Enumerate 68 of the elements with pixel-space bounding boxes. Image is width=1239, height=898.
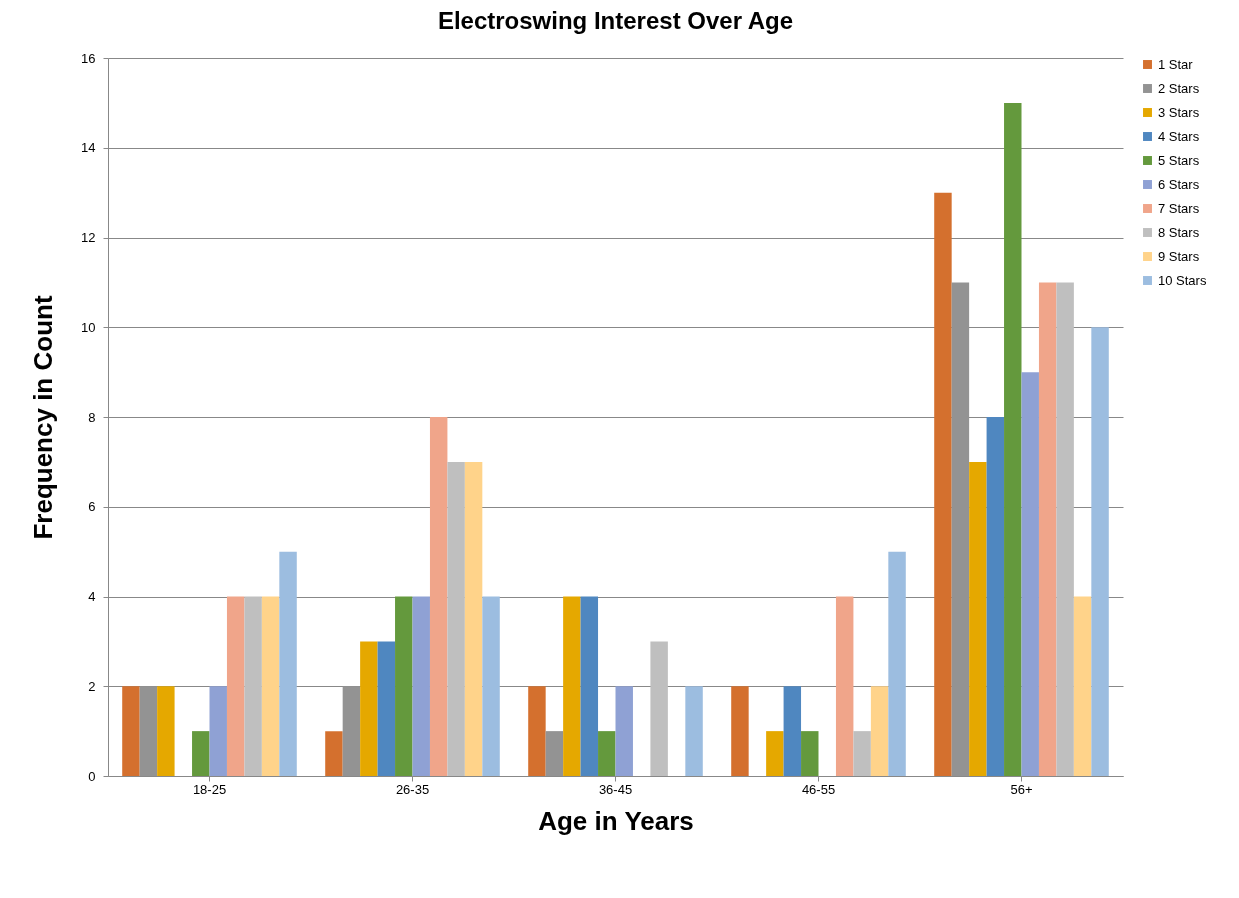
legend-label: 9 Stars: [1158, 248, 1200, 264]
bar: [447, 461, 465, 776]
legend-label: 2 Stars: [1158, 80, 1200, 96]
bar: [969, 461, 987, 776]
legend-label: 4 Stars: [1158, 128, 1200, 144]
y-tick-label: 0: [88, 768, 96, 784]
legend-label: 7 Stars: [1158, 200, 1200, 216]
bar: [1073, 596, 1092, 776]
bar: [360, 641, 378, 776]
bar: [192, 731, 210, 776]
legend-label: 5 Stars: [1158, 152, 1200, 168]
bar: [580, 596, 599, 776]
bar: [563, 596, 581, 776]
bar: [615, 686, 633, 776]
bar: [122, 686, 140, 776]
bar: [870, 686, 889, 776]
bar: [412, 596, 430, 776]
x-axis-title: Age in Years: [538, 805, 694, 836]
bar: [395, 596, 413, 776]
x-tick-label: 56+: [1010, 781, 1033, 797]
bar: [377, 641, 396, 776]
bar: [934, 192, 952, 776]
bar: [226, 596, 245, 776]
legend-label: 10 Stars: [1158, 272, 1207, 288]
bar: [1004, 102, 1022, 776]
bar: [650, 641, 668, 776]
bar: [685, 686, 703, 776]
y-tick-label: 12: [81, 230, 96, 245]
legend-label: 3 Stars: [1158, 104, 1200, 120]
y-axis-title: Frequency in Count: [28, 295, 59, 540]
chart-title: Electroswing Interest Over Age: [437, 7, 794, 34]
y-tick-label: 2: [88, 678, 96, 694]
bar: [783, 686, 802, 776]
x-tick-label: 46-55: [801, 781, 836, 797]
bar: [731, 686, 749, 776]
y-tick-label: 8: [88, 409, 96, 425]
bar: [209, 686, 227, 776]
legend-label: 6 Stars: [1158, 176, 1200, 192]
bar: [853, 731, 871, 776]
bar: [1056, 282, 1074, 776]
bar: [1091, 327, 1109, 776]
bar: [598, 731, 616, 776]
legend-label: 8 Stars: [1158, 224, 1200, 240]
bar: [766, 731, 784, 776]
x-tick-label: 36-45: [598, 781, 633, 797]
bar: [464, 461, 483, 776]
bar: [801, 731, 819, 776]
bar: [325, 731, 343, 776]
y-tick-label: 4: [88, 589, 96, 604]
bar: [244, 596, 262, 776]
bar: [429, 417, 448, 776]
y-tick-label: 14: [81, 140, 96, 156]
bar: [1038, 282, 1057, 776]
y-tick-label: 10: [81, 319, 96, 335]
bar: [482, 596, 500, 776]
bar: [1021, 372, 1039, 776]
bar: [888, 551, 906, 776]
bar: [528, 686, 546, 776]
legend-label: 1 Star: [1158, 56, 1194, 72]
y-tick-label: 6: [88, 499, 96, 515]
x-tick-label: 26-35: [395, 781, 430, 797]
bar: [279, 551, 297, 776]
y-tick-label: 16: [81, 50, 96, 66]
bar: [157, 686, 175, 776]
bar: [986, 417, 1005, 776]
bar: [261, 596, 280, 776]
bar: [835, 596, 854, 776]
x-tick-label: 18-25: [192, 781, 227, 797]
